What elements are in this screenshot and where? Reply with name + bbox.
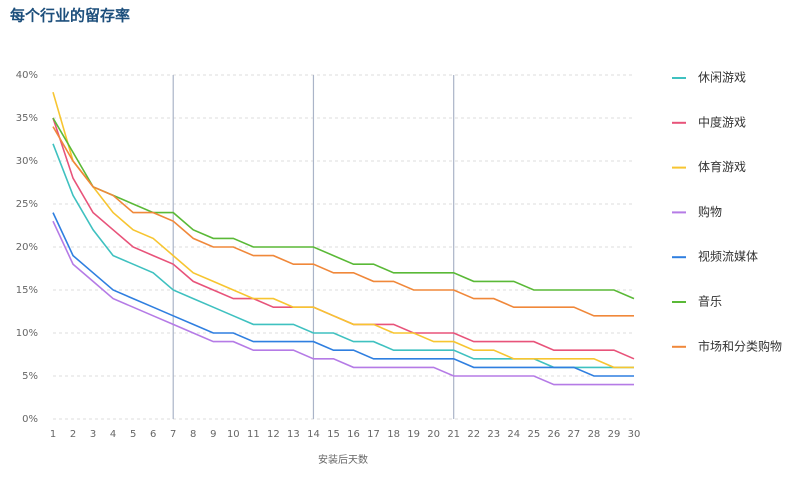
y-tick-label: 20% <box>16 242 38 253</box>
y-tick-label: 0% <box>22 414 38 425</box>
x-tick-label: 2 <box>70 429 76 440</box>
x-tick-label: 7 <box>170 429 176 440</box>
x-tick-label: 5 <box>130 429 136 440</box>
y-tick-label: 35% <box>16 113 38 124</box>
x-tick-label: 24 <box>507 429 520 440</box>
x-tick-label: 21 <box>447 429 460 440</box>
x-tick-label: 26 <box>547 429 560 440</box>
x-tick-label: 6 <box>150 429 156 440</box>
legend-label: 体育游戏 <box>698 159 746 174</box>
series-line <box>52 126 634 317</box>
y-tick-label: 10% <box>16 328 38 339</box>
x-tick-label: 13 <box>287 429 300 440</box>
x-tick-label: 1 <box>50 429 56 440</box>
series-line <box>52 212 634 377</box>
x-tick-label: 3 <box>90 429 96 440</box>
legend-label: 休闲游戏 <box>698 71 746 85</box>
x-tick-label: 9 <box>210 429 216 440</box>
legend-label: 市场和分类购物 <box>698 338 782 353</box>
series-line <box>52 220 634 386</box>
series-line <box>52 91 634 369</box>
series-line <box>52 117 635 360</box>
y-tick-label: 40% <box>16 70 38 81</box>
x-tick-label: 18 <box>387 429 400 440</box>
x-tick-label: 20 <box>427 429 440 440</box>
x-tick-label: 4 <box>110 429 116 440</box>
chart-title: 每个行业的留存率 <box>10 7 130 25</box>
series-line <box>52 117 635 300</box>
legend-label: 视频流媒体 <box>698 249 758 264</box>
x-axis-label: 安装后天数 <box>318 453 368 466</box>
x-tick-label: 14 <box>307 429 320 440</box>
y-tick-label: 30% <box>16 156 38 167</box>
legend-label: 中度游戏 <box>698 114 746 129</box>
x-tick-label: 15 <box>327 429 340 440</box>
x-tick-label: 29 <box>608 429 621 440</box>
x-tick-label: 28 <box>588 429 601 440</box>
y-tick-label: 25% <box>16 199 38 210</box>
series-line <box>52 143 634 369</box>
x-tick-label: 19 <box>407 429 420 440</box>
x-tick-label: 22 <box>467 429 480 440</box>
x-tick-label: 16 <box>347 429 360 440</box>
x-tick-label: 12 <box>267 429 280 440</box>
x-tick-label: 11 <box>247 429 260 440</box>
legend-label: 音乐 <box>698 294 722 309</box>
legend-label: 购物 <box>698 204 722 219</box>
y-tick-label: 5% <box>22 371 38 382</box>
x-tick-label: 23 <box>487 429 500 440</box>
x-tick-label: 25 <box>527 429 540 440</box>
x-tick-label: 30 <box>628 429 641 440</box>
x-tick-label: 27 <box>568 429 581 440</box>
x-tick-label: 17 <box>367 429 380 440</box>
y-tick-label: 15% <box>16 285 38 296</box>
x-tick-label: 8 <box>190 429 196 440</box>
x-tick-label: 10 <box>227 429 240 440</box>
